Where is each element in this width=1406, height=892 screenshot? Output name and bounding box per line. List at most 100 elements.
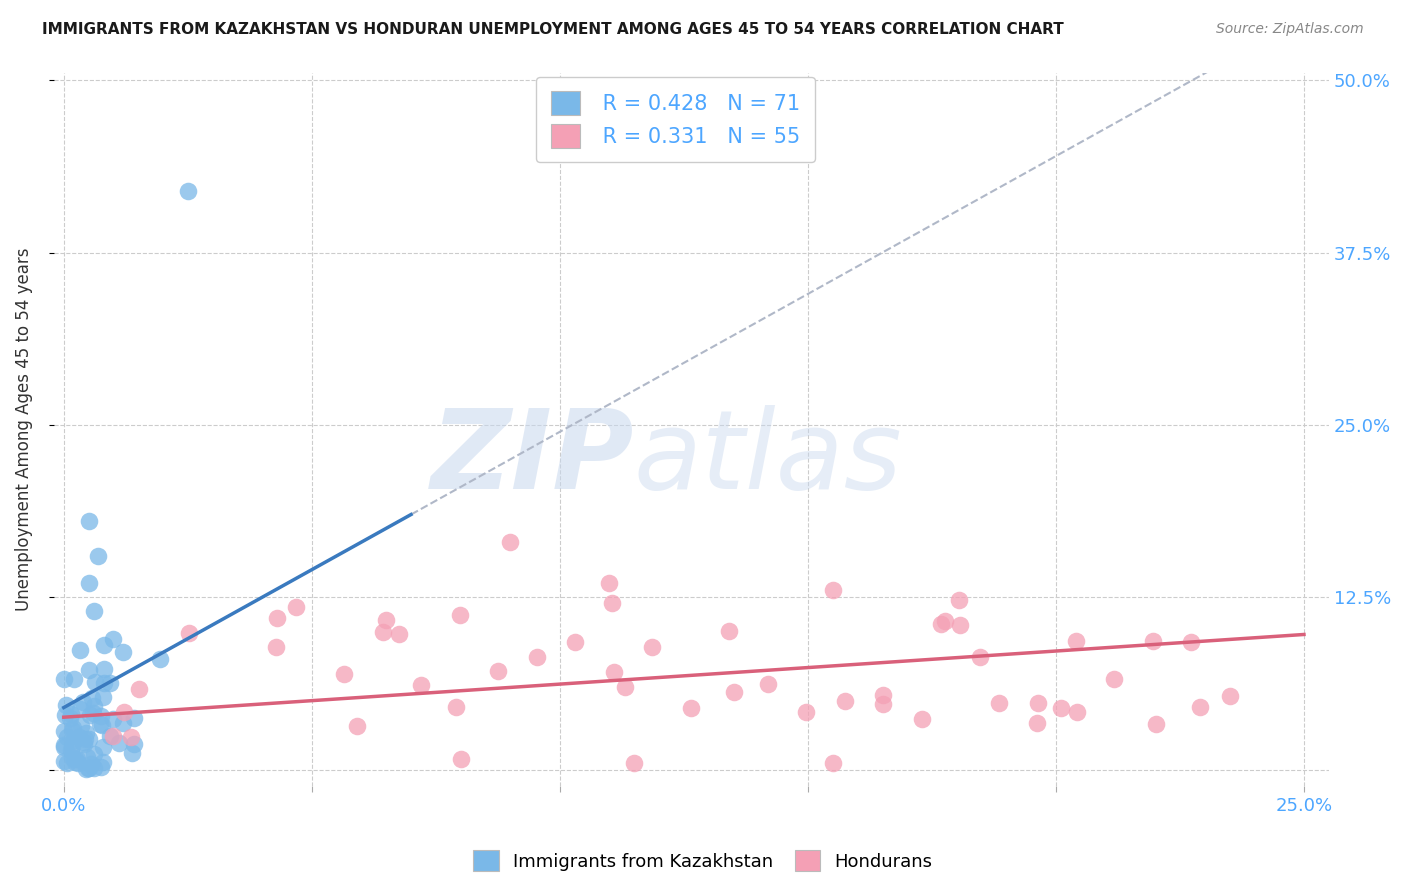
Point [90, 760, 112, 774]
Point [69, 702, 91, 716]
Point [59, 711, 82, 725]
Point [63, 756, 86, 770]
Point [56, 756, 79, 770]
Point [333, 666, 356, 681]
Point [53, 673, 76, 687]
Point [75, 762, 97, 776]
Point [98, 729, 121, 743]
Point [79, 707, 101, 722]
Point [59, 706, 82, 721]
Point [77, 761, 100, 775]
Point [73, 737, 96, 751]
Point [1219, 689, 1241, 703]
Point [60, 750, 83, 764]
Point [62, 733, 84, 747]
Point [411, 678, 433, 692]
Point [911, 712, 934, 726]
Point [91, 755, 114, 769]
Point [948, 593, 970, 607]
Point [872, 697, 894, 711]
Point [444, 700, 467, 714]
Point [949, 618, 972, 632]
Point [112, 715, 135, 730]
Point [388, 627, 411, 641]
Point [93, 690, 115, 704]
Point [53, 708, 76, 723]
Point [66, 752, 89, 766]
Point [87, 549, 110, 563]
Point [723, 685, 745, 699]
Point [346, 719, 368, 733]
Point [66, 756, 89, 771]
Point [93, 638, 115, 652]
Point [79, 663, 101, 677]
Point [77, 576, 100, 591]
Point [564, 634, 586, 648]
Point [756, 677, 779, 691]
Point [128, 682, 150, 697]
Point [1188, 700, 1211, 714]
Point [614, 680, 637, 694]
Point [67, 731, 90, 745]
Point [1142, 633, 1164, 648]
Point [120, 730, 142, 744]
Point [91, 717, 114, 731]
Text: Source: ZipAtlas.com: Source: ZipAtlas.com [1216, 22, 1364, 37]
Point [72, 735, 94, 749]
Point [1066, 705, 1088, 719]
Point [72, 695, 94, 709]
Point [76, 750, 98, 764]
Point [77, 515, 100, 529]
Point [718, 624, 741, 638]
Point [75, 725, 97, 739]
Point [794, 706, 817, 720]
Point [69, 643, 91, 657]
Point [77, 731, 100, 746]
Point [641, 640, 664, 655]
Point [79, 761, 101, 775]
Point [53, 723, 76, 738]
Point [449, 607, 471, 622]
Point [108, 736, 131, 750]
Text: IMMIGRANTS FROM KAZAKHSTAN VS HONDURAN UNEMPLOYMENT AMONG AGES 45 TO 54 YEARS CO: IMMIGRANTS FROM KAZAKHSTAN VS HONDURAN U… [42, 22, 1064, 37]
Point [56, 730, 79, 744]
Point [63, 752, 86, 766]
Point [83, 761, 105, 775]
Point [80, 756, 103, 771]
Point [987, 696, 1010, 710]
Point [103, 712, 125, 726]
Point [598, 576, 620, 591]
Point [83, 604, 105, 618]
Point [929, 616, 952, 631]
Point [1026, 696, 1049, 710]
Point [89, 717, 111, 731]
Point [122, 738, 145, 752]
Point [821, 756, 844, 770]
Point [93, 676, 115, 690]
Point [1026, 715, 1049, 730]
Point [371, 625, 394, 640]
Point [149, 652, 172, 666]
Point [53, 739, 76, 753]
Point [70, 719, 93, 733]
Point [83, 698, 105, 713]
Point [603, 665, 626, 679]
Point [73, 731, 96, 746]
Point [1102, 673, 1125, 687]
Point [62, 672, 84, 686]
Point [60, 723, 83, 737]
Point [486, 664, 509, 678]
Point [62, 721, 84, 735]
Text: ZIP: ZIP [430, 405, 634, 512]
Point [679, 701, 702, 715]
Point [872, 688, 894, 702]
Text: atlas: atlas [634, 405, 903, 512]
Point [124, 711, 146, 725]
Point [82, 690, 104, 705]
Point [264, 640, 287, 655]
Point [623, 756, 645, 770]
Point [526, 649, 548, 664]
Point [285, 599, 308, 614]
Point [177, 184, 200, 198]
Point [103, 632, 125, 646]
